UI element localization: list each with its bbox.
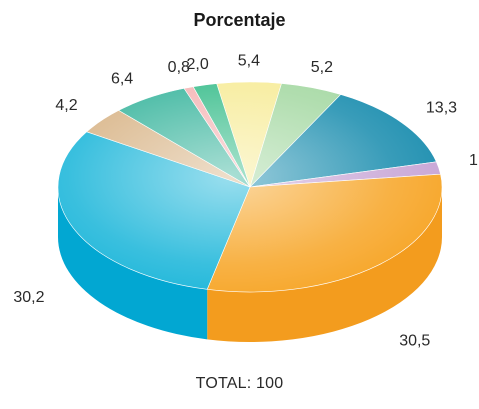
pie-gloss xyxy=(58,82,442,292)
slice-label-9: 2,0 xyxy=(186,56,208,73)
pie-slices xyxy=(57,81,443,293)
slice-label-2: 13,3 xyxy=(426,100,457,117)
pie-side-5 xyxy=(58,187,208,340)
pie-sides xyxy=(58,187,442,342)
slice-label-0: 5,4 xyxy=(238,52,260,69)
slice-label-8: 0,8 xyxy=(168,59,190,76)
total-label: TOTAL: 100 xyxy=(195,375,284,392)
slice-label-4: 30,5 xyxy=(399,333,430,350)
pie-side-4 xyxy=(207,187,442,342)
chart-title: Porcentaje xyxy=(193,10,286,30)
slice-label-1: 5,2 xyxy=(311,59,333,76)
slice-label-7: 6,4 xyxy=(111,71,133,88)
pie-labels: 5,4 5,2 13,3 1,9 30,5 30,2 4,2 6,4 0,82,0 xyxy=(13,52,479,349)
slice-label-5: 30,2 xyxy=(13,289,44,306)
slice-label-3: 1,9 xyxy=(469,152,479,169)
slice-label-6: 4,2 xyxy=(55,97,77,114)
